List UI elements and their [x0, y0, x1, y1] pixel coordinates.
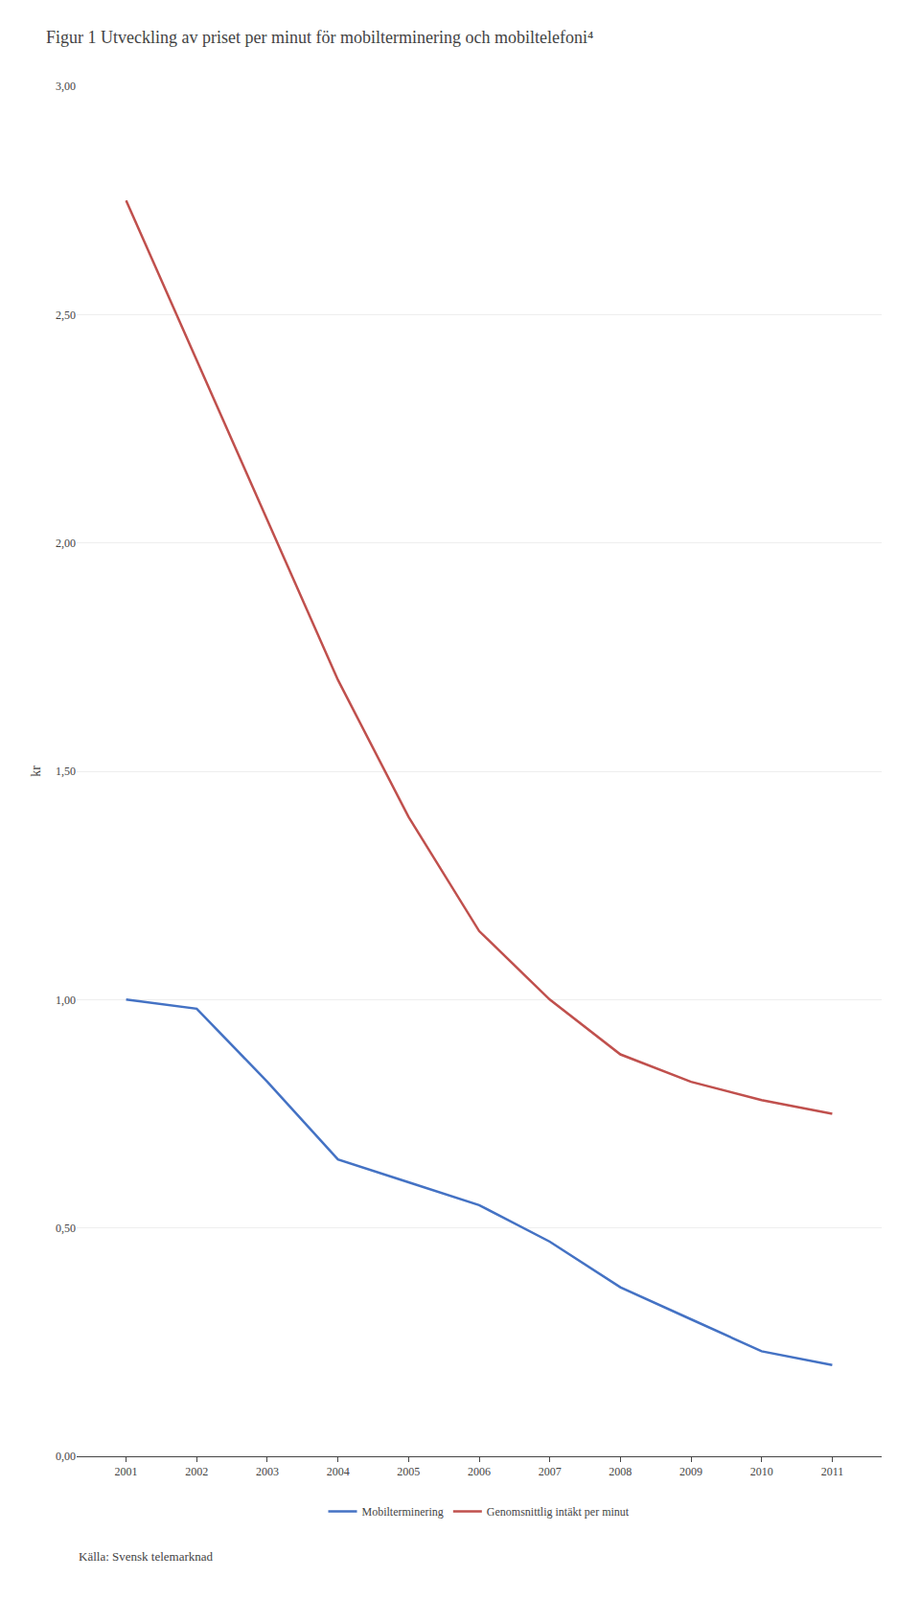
svg-text:2011: 2011 [821, 1465, 845, 1479]
svg-text:2006: 2006 [467, 1465, 491, 1479]
svg-text:Källa: Svensk telemarknad: Källa: Svensk telemarknad [78, 1549, 214, 1564]
svg-text:2009: 2009 [679, 1465, 703, 1479]
svg-text:1,00: 1,00 [55, 993, 76, 1008]
svg-text:2001: 2001 [115, 1465, 138, 1479]
svg-text:2008: 2008 [608, 1465, 632, 1479]
svg-text:3,00: 3,00 [55, 79, 76, 93]
svg-text:kr: kr [28, 765, 44, 778]
svg-text:2002: 2002 [184, 1465, 208, 1479]
svg-text:2,00: 2,00 [55, 536, 76, 551]
svg-text:Figur 1 Utveckling av priset p: Figur 1 Utveckling av priset per minut f… [46, 27, 594, 47]
svg-text:0,50: 0,50 [55, 1221, 76, 1236]
svg-text:2,50: 2,50 [55, 308, 76, 322]
svg-text:2003: 2003 [255, 1465, 279, 1479]
svg-text:0,00: 0,00 [55, 1449, 76, 1464]
svg-text:2010: 2010 [750, 1465, 774, 1479]
svg-text:1,50: 1,50 [55, 764, 76, 779]
svg-text:2004: 2004 [326, 1465, 350, 1479]
svg-text:2005: 2005 [396, 1465, 420, 1479]
svg-text:2007: 2007 [538, 1465, 562, 1479]
svg-text:Genomsnittlig intäkt per minut: Genomsnittlig intäkt per minut [486, 1505, 630, 1519]
svg-text:Mobilterminering: Mobilterminering [362, 1505, 444, 1519]
